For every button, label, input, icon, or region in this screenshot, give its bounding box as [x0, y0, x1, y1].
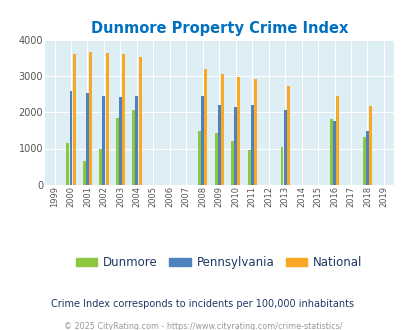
Bar	[253, 79, 256, 185]
Bar	[102, 95, 105, 185]
Bar	[198, 131, 200, 185]
Legend: Dunmore, Pennsylvania, National: Dunmore, Pennsylvania, National	[71, 252, 367, 274]
Bar	[283, 110, 286, 185]
Bar	[335, 96, 338, 185]
Bar	[135, 96, 138, 185]
Bar	[89, 52, 92, 185]
Bar	[204, 69, 207, 185]
Bar	[72, 54, 75, 185]
Bar	[115, 118, 119, 185]
Bar	[138, 57, 141, 185]
Bar	[230, 141, 234, 185]
Bar	[332, 121, 335, 185]
Bar	[214, 133, 217, 185]
Bar	[250, 105, 253, 185]
Bar	[132, 110, 135, 185]
Bar	[66, 143, 69, 185]
Bar	[99, 148, 102, 185]
Bar	[362, 137, 365, 185]
Bar	[247, 150, 250, 185]
Bar	[237, 77, 240, 185]
Bar	[105, 53, 108, 185]
Bar	[201, 96, 204, 185]
Bar	[217, 105, 220, 185]
Title: Dunmore Property Crime Index: Dunmore Property Crime Index	[90, 21, 347, 36]
Bar	[280, 147, 283, 185]
Text: © 2025 CityRating.com - https://www.cityrating.com/crime-statistics/: © 2025 CityRating.com - https://www.city…	[64, 322, 341, 330]
Bar	[69, 91, 72, 185]
Bar	[86, 93, 89, 185]
Bar	[119, 97, 122, 185]
Bar	[329, 119, 332, 185]
Bar	[122, 54, 125, 185]
Bar	[368, 106, 371, 185]
Bar	[220, 75, 223, 185]
Bar	[286, 86, 289, 185]
Text: Crime Index corresponds to incidents per 100,000 inhabitants: Crime Index corresponds to incidents per…	[51, 299, 354, 309]
Bar	[83, 161, 85, 185]
Bar	[365, 131, 368, 185]
Bar	[234, 107, 237, 185]
